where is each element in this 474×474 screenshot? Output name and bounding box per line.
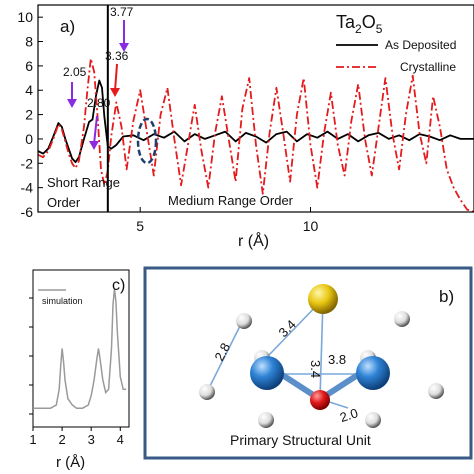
oxygen-white-atom (428, 383, 444, 399)
panel-a: -6 -4 -2 0 2 4 6 8 10 5 10 2.05 2.80 3.36 3.77 a) Ta… (17, 4, 474, 250)
panel-b-caption: Primary Structural Unit (230, 432, 371, 448)
x-tick-label: 10 (303, 218, 319, 234)
peak-annotation-arrowhead (119, 43, 129, 52)
x-tick-label: 4 (117, 432, 124, 447)
x-tick-label: 2 (58, 432, 65, 447)
panel-a-x-axis-label: r (Å) (238, 231, 269, 250)
peak-annotation-arrowhead (67, 99, 77, 108)
oxygen-white-atom (236, 313, 252, 329)
distance-label: 3.4 (308, 360, 323, 378)
panel-c-series (33, 288, 127, 409)
panel-c: 1 2 3 4 c) simulation r (Å) (29, 269, 130, 471)
y-tick-label: 6 (25, 58, 33, 74)
oxygen-white-atom (394, 311, 410, 327)
peak-annotation-arrow (114, 63, 118, 92)
peak-annotation-label: 2.80 (87, 96, 111, 110)
panel-a-y-ticks: -6 -4 -2 0 2 4 6 8 10 (17, 9, 43, 220)
distance-label: 2.8 (211, 340, 233, 363)
panel-a-legend: As Deposited Crystalline (336, 38, 456, 74)
x-tick-label: 5 (136, 218, 144, 234)
tantalum-atom-right (356, 356, 390, 390)
y-tick-label: -4 (21, 180, 34, 196)
x-tick-label: 3 (88, 432, 95, 447)
region-label-medium-range: Medium Range Order (168, 193, 294, 208)
peak-annotation-arrow (93, 115, 98, 145)
panel-a-title: Ta2O5 (336, 12, 383, 36)
panel-b-frame (143, 266, 473, 460)
series-line-crystalline (38, 57, 474, 212)
distance-label: 3.8 (328, 352, 346, 367)
panel-c-label: c) (112, 277, 125, 294)
y-tick-label: -2 (21, 155, 34, 171)
y-tick-label: 10 (17, 9, 33, 25)
oxygen-white-atom (258, 412, 274, 428)
series-line-simulation (33, 288, 127, 409)
distance-label: 2.0 (338, 405, 360, 425)
x-tick-label: 1 (29, 432, 36, 447)
panel-c-x-axis-label: r (Å) (56, 454, 85, 471)
panel-a-x-ticks: 5 10 (136, 207, 318, 234)
y-tick-label: 4 (25, 82, 33, 98)
peak-annotation-label: 3.77 (110, 5, 134, 19)
panel-c-x-ticks: 1 2 3 4 (29, 427, 124, 447)
y-tick-label: -6 (21, 204, 34, 220)
panel-c-frame (32, 269, 130, 428)
panel-c-y-ticks (29, 297, 33, 415)
legend-label-as-deposited: As Deposited (385, 38, 456, 52)
panel-b: b) 2.8 3.4 3.4 3.8 2.0 Primary Structura… (143, 266, 473, 460)
region-label-short-range-line1: Short Range (47, 175, 120, 190)
peak-annotation-arrowhead (110, 88, 120, 97)
peak-annotation-arrowhead (89, 141, 99, 150)
panel-b-label: b) (439, 287, 454, 306)
y-tick-label: 2 (25, 107, 33, 123)
panel-a-peak-annotations: 2.05 2.80 3.36 3.77 (63, 5, 134, 150)
legend-label-crystalline: Crystalline (400, 60, 456, 74)
y-tick-label: 8 (25, 34, 33, 50)
oxygen-yellow-atom (308, 284, 338, 314)
panel-a-series (38, 57, 474, 212)
oxygen-red-atom (310, 390, 330, 410)
oxygen-white-atom (199, 384, 215, 400)
peak-annotation-label: 2.05 (63, 65, 87, 79)
legend-label-simulation: simulation (42, 296, 83, 306)
panel-a-label: a) (60, 17, 75, 36)
transition-highlight-ellipse (136, 117, 158, 165)
oxygen-white-atom (365, 412, 381, 428)
tantalum-atom-left (250, 356, 284, 390)
panel-a-frame (37, 4, 474, 213)
region-label-short-range-line2: Order (47, 195, 81, 210)
peak-annotation-label: 3.36 (105, 49, 129, 63)
y-tick-label: 0 (25, 131, 33, 147)
